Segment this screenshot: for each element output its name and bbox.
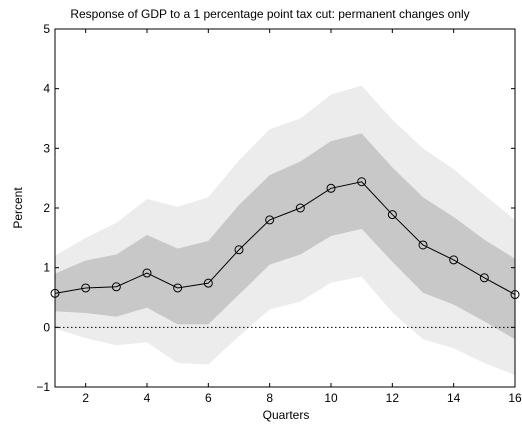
y-tick-label: 3 <box>43 141 50 155</box>
data-point <box>479 273 489 283</box>
confidence-bands <box>55 85 515 376</box>
data-point <box>111 282 121 292</box>
data-point <box>81 283 91 293</box>
data-point <box>265 215 275 225</box>
data-point <box>326 183 336 193</box>
y-tick-label: 4 <box>43 82 50 96</box>
inner-confidence-band <box>55 133 515 340</box>
x-tick-label: 16 <box>508 391 522 405</box>
chart-title: Response of GDP to a 1 percentage point … <box>70 7 469 21</box>
x-tick-label: 10 <box>324 391 338 405</box>
x-axis-ticks: 2 4 6 8 10 12 14 16 <box>82 29 522 405</box>
x-tick-label: 2 <box>82 391 89 405</box>
y-tick-label: 0 <box>43 320 50 334</box>
data-point <box>234 245 244 255</box>
y-axis-ticks: −1 0 1 2 3 4 5 <box>36 22 515 394</box>
x-tick-label: 6 <box>205 391 212 405</box>
y-tick-label: 1 <box>43 261 50 275</box>
data-point <box>357 177 367 187</box>
y-tick-label: 5 <box>43 22 50 36</box>
y-tick-label: 2 <box>43 201 50 215</box>
data-point <box>203 278 213 288</box>
x-tick-label: 14 <box>447 391 461 405</box>
x-axis-label: Quarters <box>263 408 310 422</box>
data-point <box>387 210 397 220</box>
x-tick-label: 12 <box>386 391 400 405</box>
x-tick-label: 4 <box>144 391 151 405</box>
data-point <box>449 255 459 265</box>
data-point <box>295 203 305 213</box>
y-axis-label: Percent <box>11 187 25 229</box>
series-line <box>54 181 516 295</box>
data-point <box>173 283 183 293</box>
x-tick-label: 8 <box>266 391 273 405</box>
data-point <box>142 268 152 278</box>
y-tick-label: −1 <box>36 380 50 394</box>
data-point <box>418 240 428 250</box>
